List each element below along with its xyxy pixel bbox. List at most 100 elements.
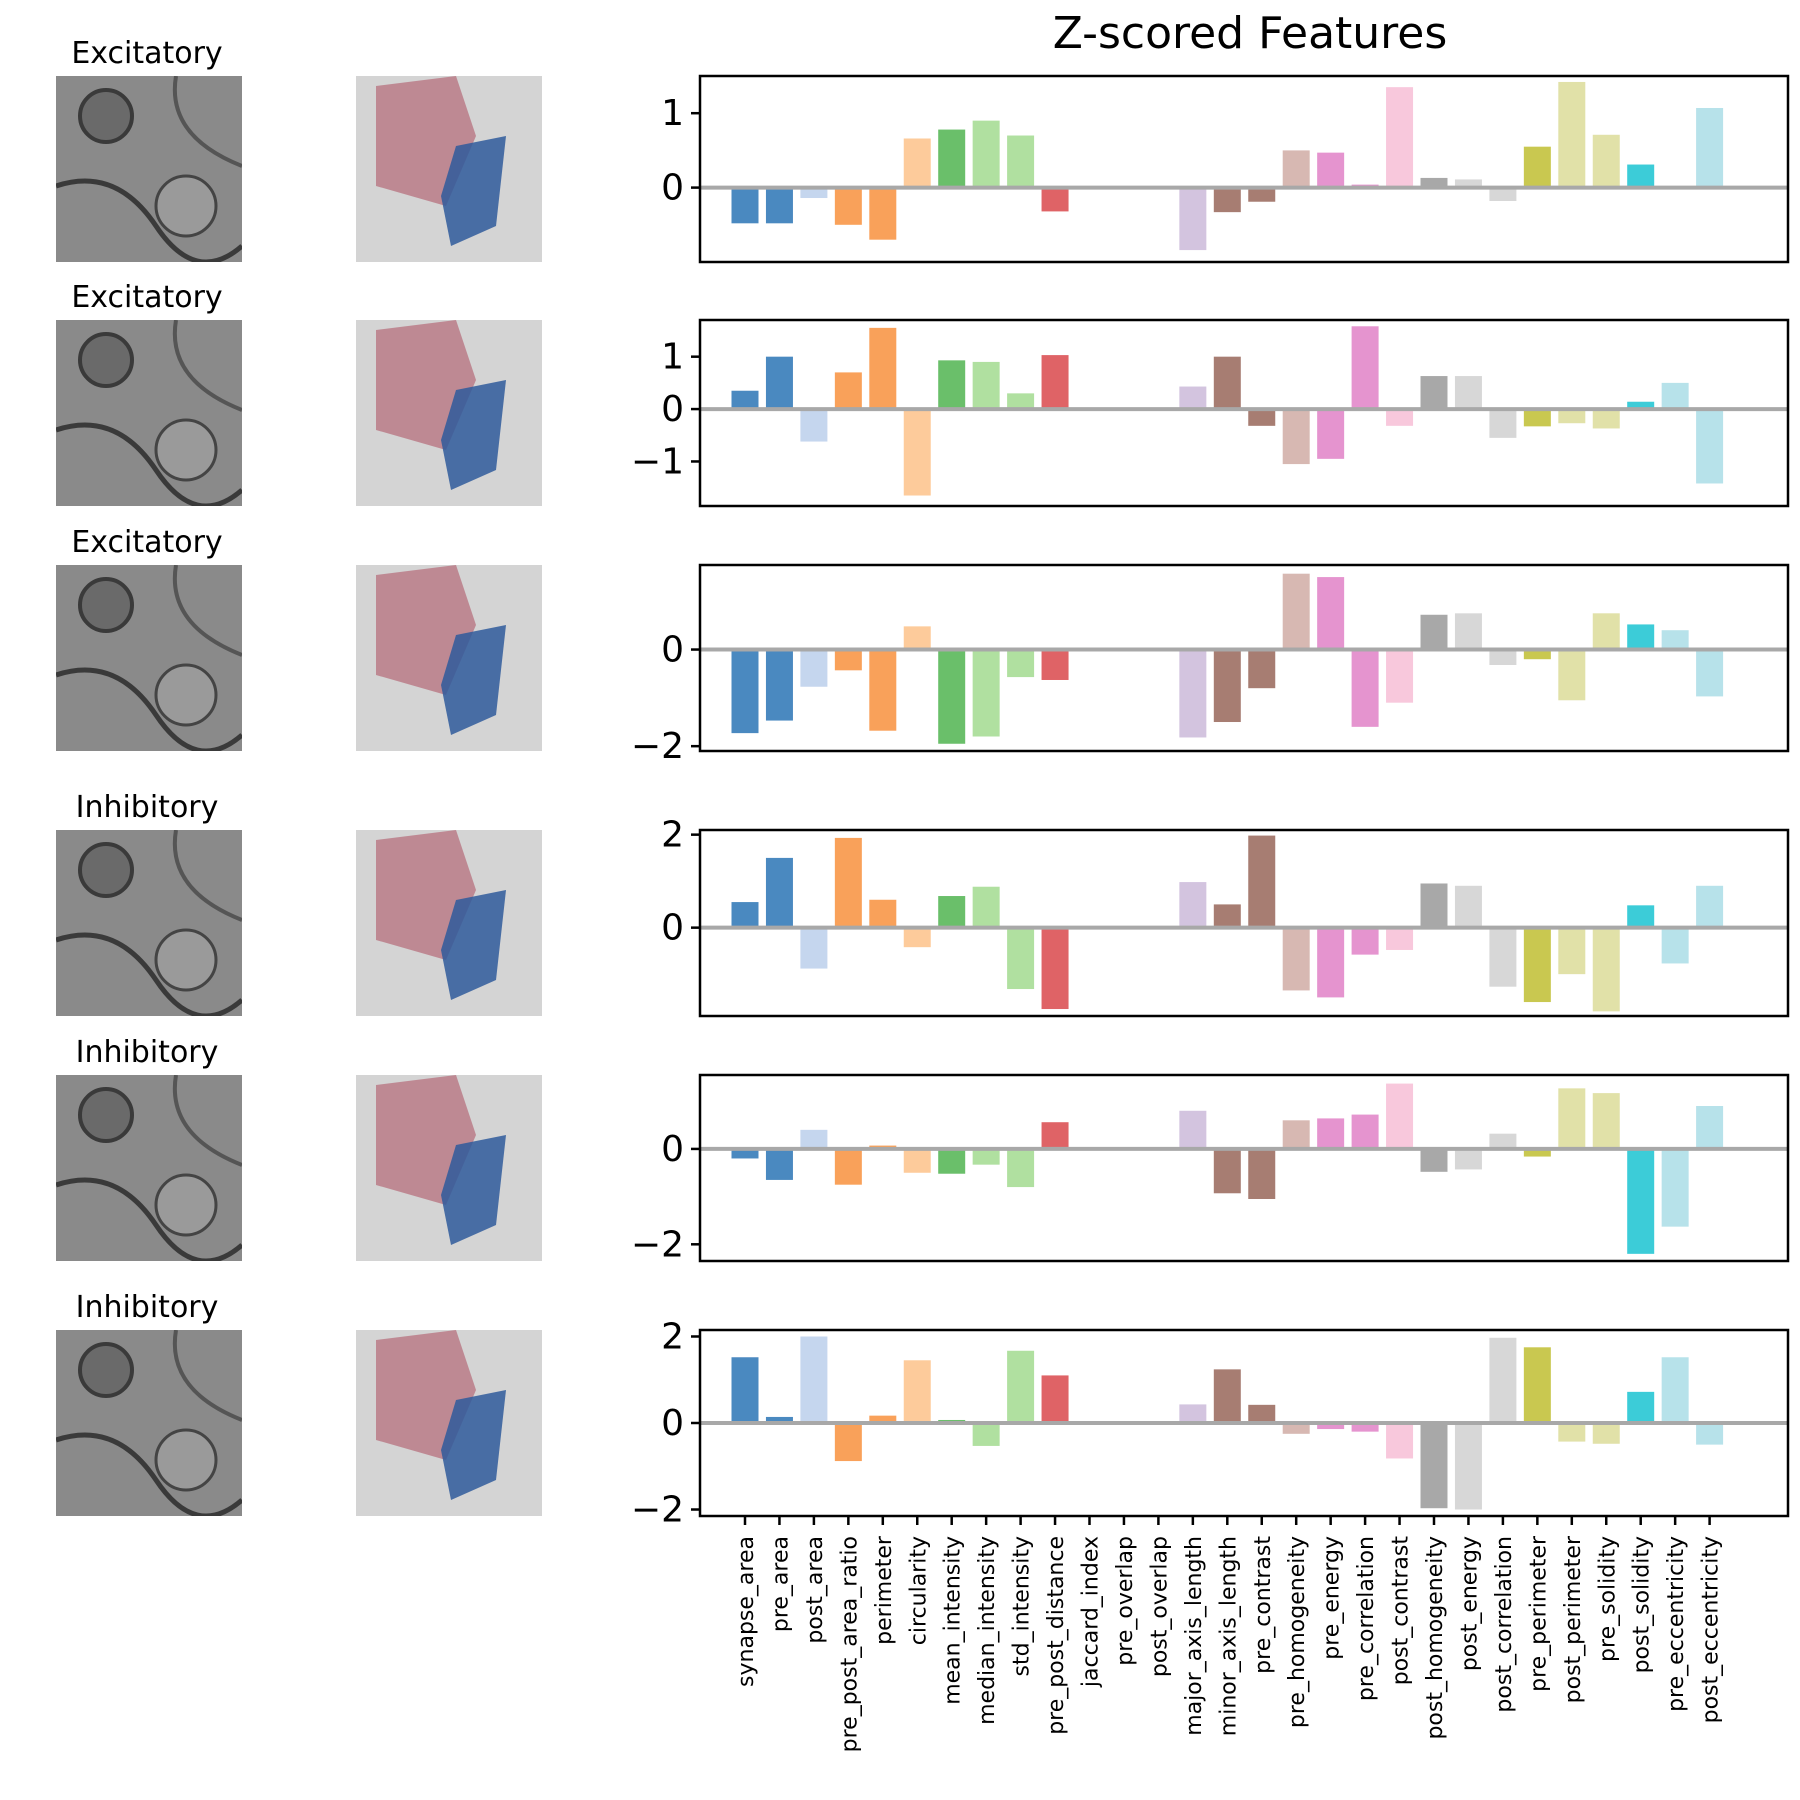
bar — [1041, 355, 1069, 410]
bar — [938, 896, 966, 928]
bar — [1007, 1148, 1035, 1188]
bar — [1420, 177, 1448, 188]
y-tick-label: 0 — [661, 1129, 684, 1170]
bar — [834, 372, 862, 410]
bar — [869, 327, 897, 410]
bar — [765, 1416, 793, 1423]
bar — [972, 886, 1000, 928]
bar — [1351, 1423, 1379, 1432]
bar — [1386, 409, 1414, 426]
bar — [765, 649, 793, 721]
x-tick-label: minor_axis_length — [1216, 1536, 1241, 1736]
bar — [1696, 885, 1724, 928]
row-label: Excitatory — [71, 280, 223, 315]
bar — [1558, 1423, 1586, 1442]
bar — [1213, 649, 1241, 723]
bar — [1661, 382, 1689, 410]
em-image — [56, 320, 242, 506]
bar — [1317, 577, 1345, 650]
bar — [1592, 134, 1620, 188]
x-tick-label: pre_post_area_ratio — [837, 1536, 862, 1752]
x-tick-label: circularity — [906, 1536, 931, 1645]
bar — [1007, 927, 1035, 990]
bar — [1317, 152, 1345, 188]
bar — [938, 649, 966, 744]
bar — [1351, 649, 1379, 727]
bar — [1696, 107, 1724, 188]
y-tick-label: 2 — [661, 1316, 684, 1357]
x-tick-label: pre_homogeneity — [1285, 1536, 1310, 1728]
bar — [1007, 649, 1035, 678]
bar — [1351, 927, 1379, 955]
bar — [869, 1415, 897, 1423]
bar — [1454, 1148, 1482, 1170]
bar — [1454, 613, 1482, 650]
x-tick-label: post_solidity — [1630, 1536, 1655, 1673]
bar — [731, 187, 759, 224]
bar — [1523, 1347, 1551, 1423]
bar — [1661, 630, 1689, 650]
bar — [731, 649, 759, 734]
chart-title: Z-scored Features — [1052, 8, 1448, 59]
bar — [1661, 1148, 1689, 1227]
bar — [1558, 927, 1586, 975]
bar — [1489, 187, 1517, 201]
bar — [765, 1148, 793, 1180]
row-label: Excitatory — [71, 525, 223, 560]
x-tick-label: pre_solidity — [1595, 1536, 1620, 1662]
bar — [1420, 1423, 1448, 1509]
bar — [1282, 409, 1310, 465]
x-tick-label: post_perimeter — [1561, 1535, 1586, 1703]
bar — [1627, 164, 1655, 188]
bar — [834, 187, 862, 225]
bar — [1696, 649, 1724, 697]
y-tick-label: 2 — [661, 815, 684, 856]
bar — [1558, 409, 1586, 424]
bar — [1317, 1423, 1345, 1430]
bar — [1627, 1391, 1655, 1423]
bar — [1661, 1357, 1689, 1423]
bar — [1489, 1133, 1517, 1149]
bar — [1627, 905, 1655, 928]
y-tick-label: 1 — [661, 93, 684, 134]
bar — [1696, 1423, 1724, 1445]
bar — [903, 138, 931, 188]
bar — [1489, 1337, 1517, 1423]
bar — [1248, 187, 1276, 202]
bar — [1627, 401, 1655, 410]
row-label: Inhibitory — [75, 790, 219, 825]
bar — [1386, 1423, 1414, 1459]
bar — [903, 409, 931, 496]
bar — [1041, 1375, 1069, 1423]
x-tick-label: post_homogeneity — [1423, 1536, 1448, 1740]
bar — [1454, 179, 1482, 188]
bar — [1248, 409, 1276, 426]
bar — [1179, 882, 1207, 928]
bar — [869, 187, 897, 240]
x-tick-label: pre_area — [768, 1536, 793, 1632]
bar — [1213, 1369, 1241, 1423]
bar — [938, 1148, 966, 1174]
x-tick-label: pre_correlation — [1354, 1536, 1379, 1701]
bar — [1213, 1148, 1241, 1194]
x-tick-label: synapse_area — [734, 1536, 759, 1687]
bar — [1592, 1093, 1620, 1149]
bar — [972, 120, 1000, 188]
bar — [731, 1357, 759, 1423]
x-tick-label: pre_contrast — [1251, 1536, 1276, 1674]
x-tick-label: post_area — [803, 1536, 828, 1644]
row-label: Inhibitory — [75, 1290, 219, 1325]
bar — [903, 626, 931, 650]
y-tick-label: 0 — [661, 389, 684, 430]
bar — [800, 649, 828, 687]
bar — [1558, 1088, 1586, 1149]
bar — [800, 1336, 828, 1423]
bar — [1248, 1148, 1276, 1199]
x-tick-label: pre_energy — [1320, 1536, 1345, 1660]
bar — [1386, 927, 1414, 950]
bar — [1007, 1350, 1035, 1423]
x-tick-label: pre_eccentricity — [1664, 1536, 1689, 1712]
bar — [1248, 1404, 1276, 1423]
segmentation-image — [356, 565, 542, 751]
chart-panel: 01 — [661, 74, 1790, 264]
